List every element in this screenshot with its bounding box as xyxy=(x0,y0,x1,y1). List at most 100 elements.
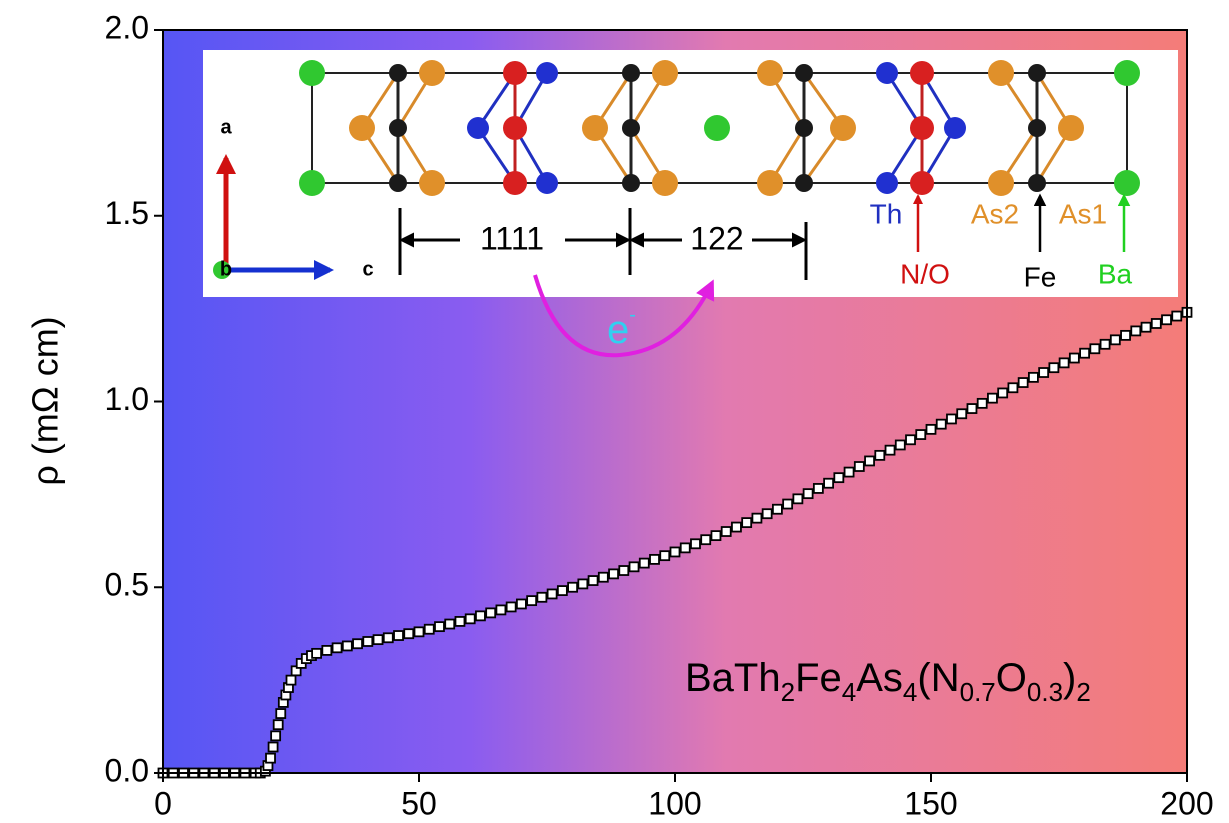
data-point xyxy=(274,720,283,729)
data-point xyxy=(568,583,577,592)
formula-text: O xyxy=(996,656,1027,700)
data-point xyxy=(927,425,936,434)
data-point xyxy=(650,555,659,564)
data-point xyxy=(722,527,731,536)
data-point xyxy=(507,602,516,611)
data-point xyxy=(476,611,485,620)
data-point xyxy=(886,446,895,455)
formula-text: (N xyxy=(917,656,959,700)
formula-text: Fe xyxy=(795,656,842,700)
x-tick-label: 100 xyxy=(648,785,701,821)
data-point xyxy=(660,551,669,560)
x-tick-label: 50 xyxy=(401,785,437,821)
data-point xyxy=(896,440,905,449)
data-point xyxy=(537,593,546,602)
data-point xyxy=(1162,315,1171,324)
atom-label: N/O xyxy=(900,258,950,289)
data-point xyxy=(548,589,557,598)
data-point xyxy=(916,430,925,439)
data-point xyxy=(271,731,280,740)
formula-subscript: 2 xyxy=(781,677,795,707)
data-point xyxy=(445,620,454,629)
electron-symbol: e xyxy=(607,308,629,352)
formula-text: BaTh xyxy=(685,656,781,700)
data-point xyxy=(1131,326,1140,335)
data-point xyxy=(804,489,813,498)
data-point xyxy=(374,635,383,644)
data-point xyxy=(404,629,413,638)
data-point xyxy=(266,754,275,763)
data-point xyxy=(455,617,464,626)
block-label: 122 xyxy=(690,220,743,256)
data-point xyxy=(824,479,833,488)
data-point xyxy=(742,518,751,527)
data-point xyxy=(333,643,342,652)
data-point xyxy=(793,494,802,503)
data-point xyxy=(322,646,331,655)
data-point xyxy=(1049,363,1058,372)
data-point xyxy=(640,559,649,568)
page: {"chart_data": { "type": "scatter", "x":… xyxy=(0,0,1229,823)
x-tick-label: 0 xyxy=(154,785,172,821)
data-point xyxy=(466,614,475,623)
data-point xyxy=(415,627,424,636)
inset-background xyxy=(203,50,1178,297)
data-point xyxy=(363,637,372,646)
data-point xyxy=(732,523,741,532)
data-point xyxy=(287,676,296,685)
data-point xyxy=(1152,319,1161,328)
data-point xyxy=(988,394,997,403)
data-point xyxy=(1070,354,1079,363)
y-axis-label: ρ (mΩ cm) xyxy=(25,316,66,485)
data-point xyxy=(967,404,976,413)
data-point xyxy=(998,388,1007,397)
data-point xyxy=(630,562,639,571)
axis-label: a xyxy=(220,116,232,138)
data-point xyxy=(711,531,720,540)
atom-label: As2 xyxy=(971,198,1019,229)
x-tick-label: 200 xyxy=(1160,785,1213,821)
data-point xyxy=(978,399,987,408)
data-point xyxy=(947,414,956,423)
atom-label: As1 xyxy=(1059,198,1107,229)
y-tick-label: 1.0 xyxy=(105,381,149,417)
data-point xyxy=(558,586,567,595)
data-point xyxy=(1019,378,1028,387)
data-point xyxy=(599,573,608,582)
data-point xyxy=(681,543,690,552)
data-point xyxy=(527,596,536,605)
data-point xyxy=(814,484,823,493)
data-point xyxy=(384,633,393,642)
y-tick-label: 2.0 xyxy=(105,9,149,45)
data-point xyxy=(691,539,700,548)
data-point xyxy=(486,608,495,617)
data-point xyxy=(276,709,285,718)
formula-subscript: 2 xyxy=(1076,677,1090,707)
data-point xyxy=(752,514,761,523)
data-point xyxy=(269,742,278,751)
axis-label: b xyxy=(220,258,232,280)
data-point xyxy=(957,409,966,418)
data-point xyxy=(517,599,526,608)
data-point xyxy=(1060,358,1069,367)
atom-label: Fe xyxy=(1024,261,1057,292)
data-point xyxy=(763,509,772,518)
data-point xyxy=(425,625,434,634)
axis-label: c xyxy=(362,258,373,280)
chart: a b c 1111 122 Th N/O As2 As1 Fe Ba e- ρ… xyxy=(0,0,1229,823)
data-point xyxy=(1111,335,1120,344)
y-tick-label: 0.5 xyxy=(105,567,149,603)
data-point xyxy=(906,435,915,444)
data-point xyxy=(1172,312,1181,321)
y-tick-label: 1.5 xyxy=(105,195,149,231)
data-point xyxy=(1142,323,1151,332)
atom-label: Th xyxy=(870,198,903,229)
data-point xyxy=(609,569,618,578)
data-point xyxy=(1090,344,1099,353)
data-point xyxy=(671,547,680,556)
data-point xyxy=(1039,368,1048,377)
data-point xyxy=(855,462,864,471)
data-point xyxy=(394,631,403,640)
data-point xyxy=(865,456,874,465)
formula-subscript: 4 xyxy=(903,677,917,707)
